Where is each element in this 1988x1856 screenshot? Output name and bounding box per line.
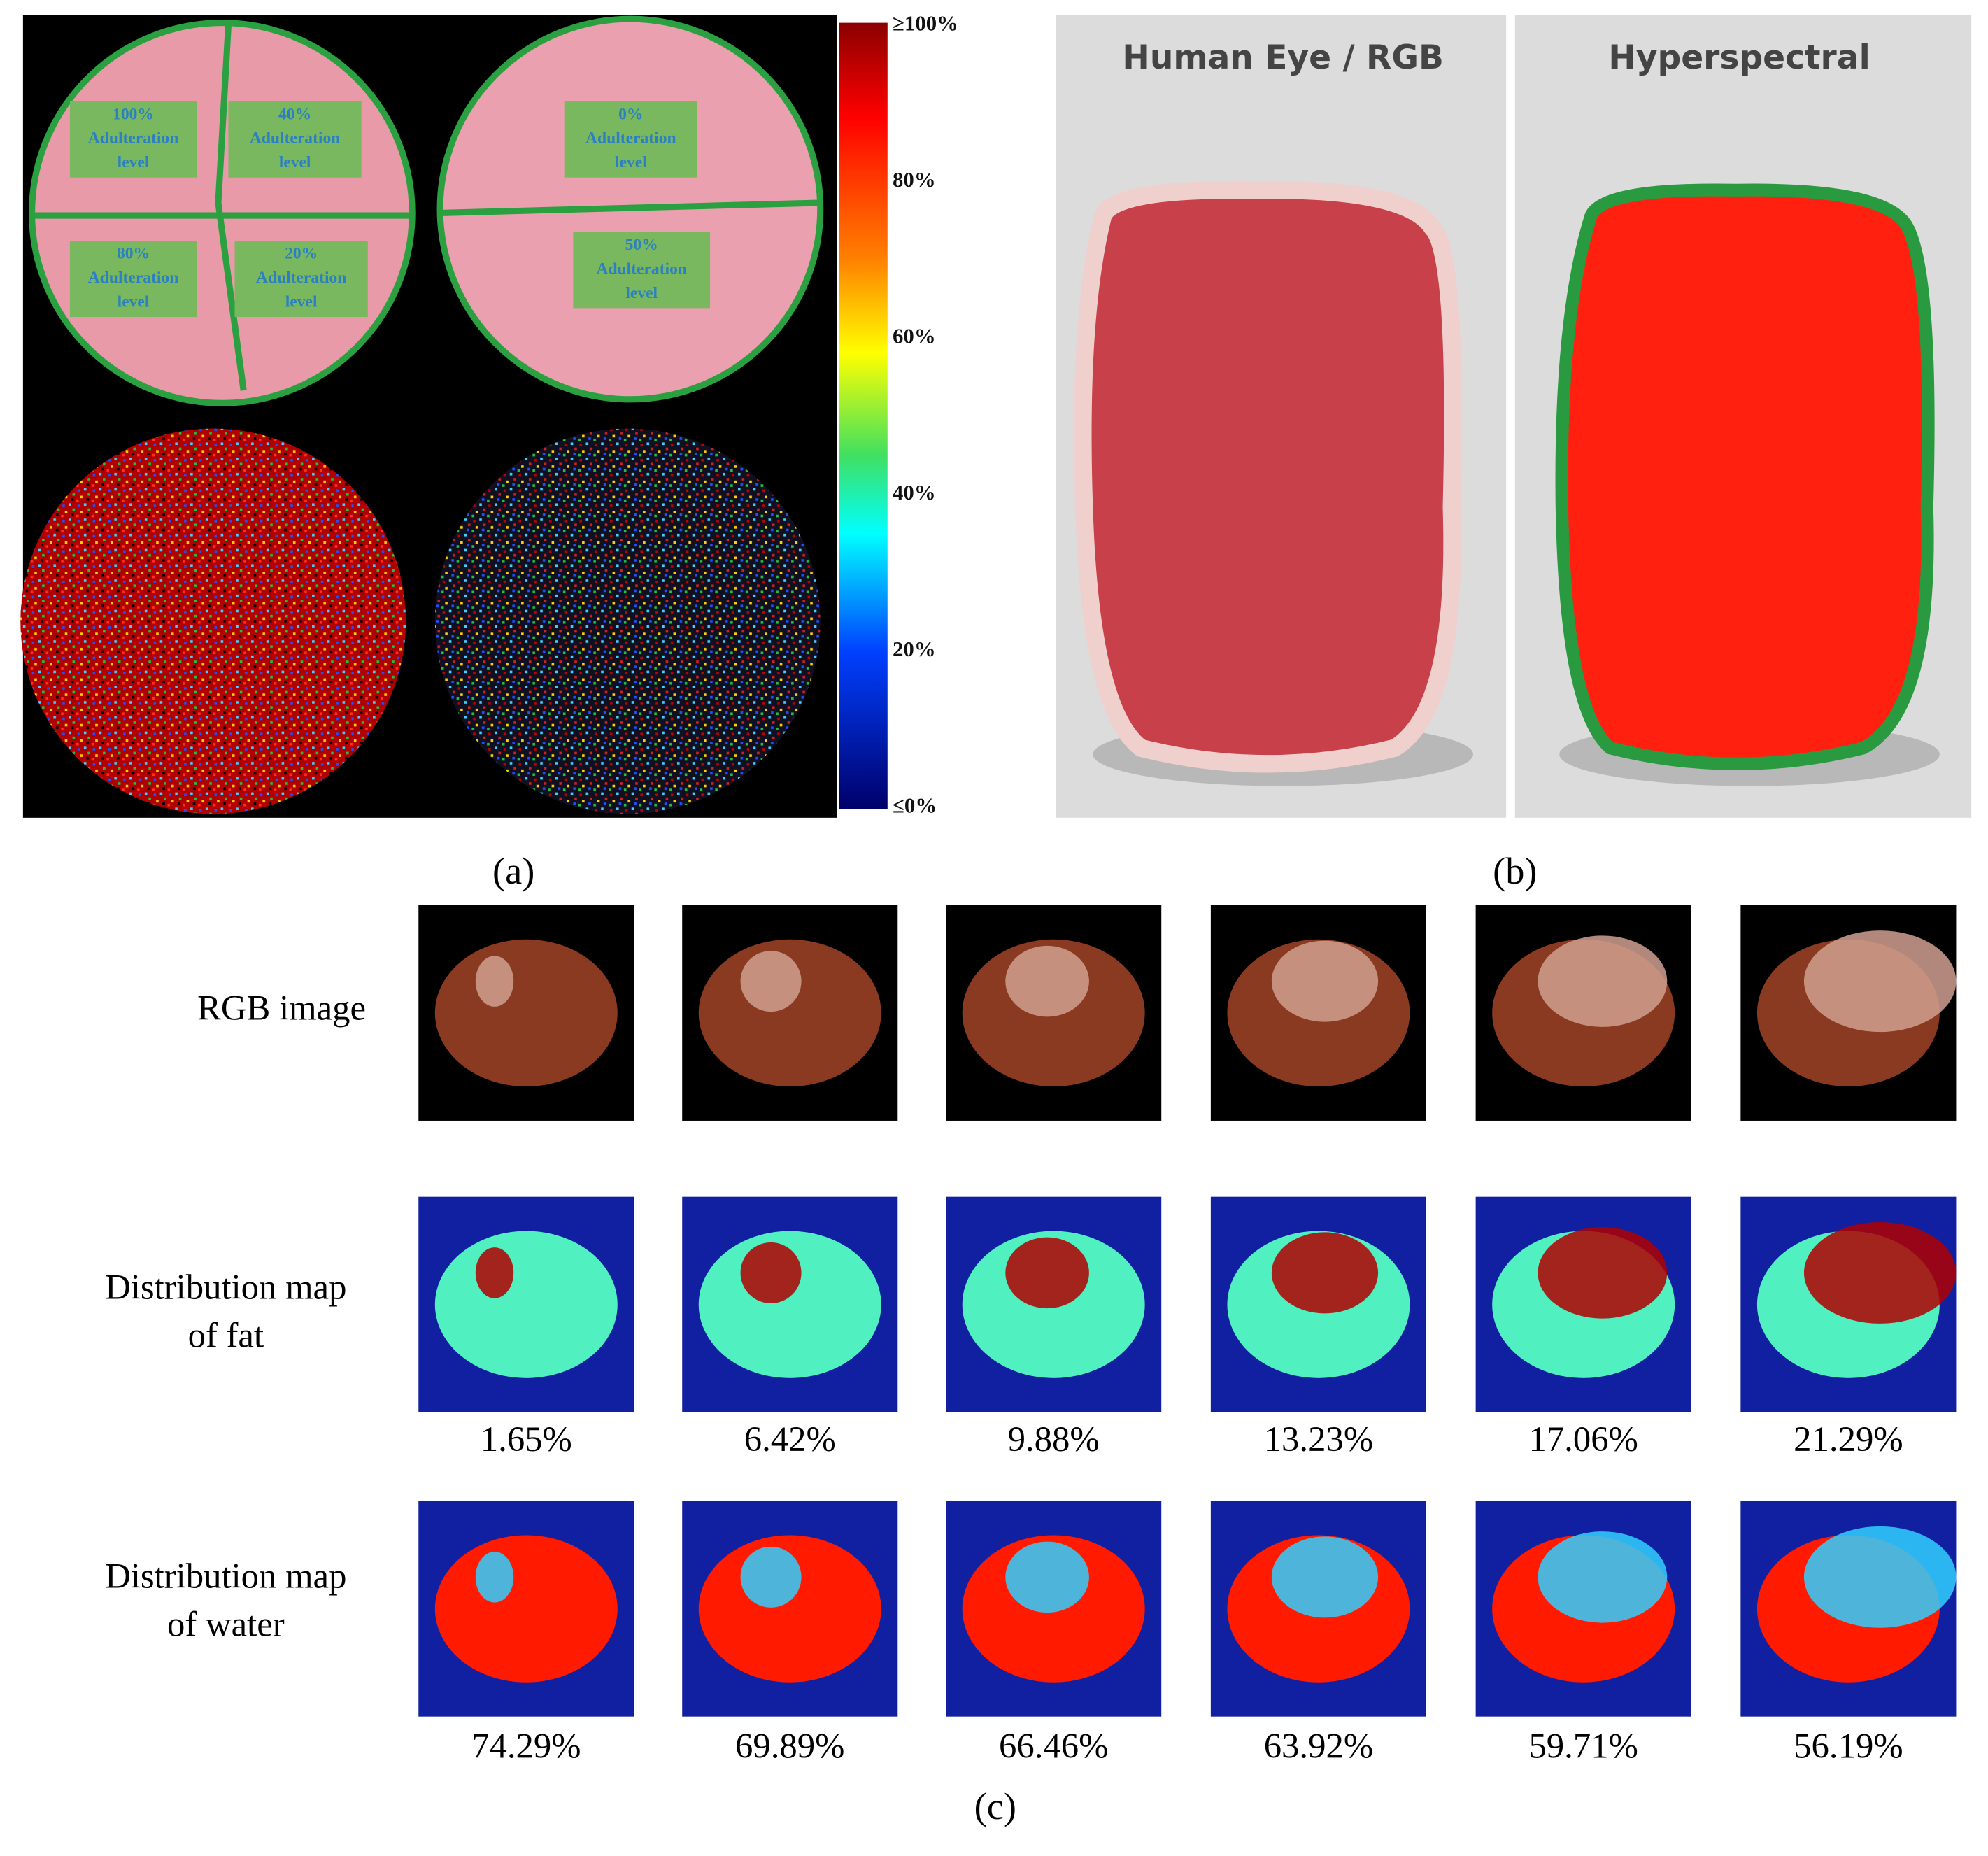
sample-label: 40%: [278, 105, 311, 123]
sample-label: level: [118, 293, 150, 311]
sample-region: [1005, 1237, 1089, 1309]
sample-label: Adulteration: [585, 129, 676, 148]
steak-hyperspectral: [1555, 183, 1935, 770]
row-label: of water: [167, 1604, 285, 1643]
water-value: 56.19%: [1794, 1726, 1903, 1765]
sample-label: 0%: [618, 105, 643, 123]
row-label: RGB image: [197, 989, 366, 1028]
water-value: 59.71%: [1528, 1726, 1638, 1765]
sample-region: [1538, 1227, 1668, 1319]
sample-label: level: [615, 153, 647, 171]
colorbar-tick-label: 20%: [893, 637, 936, 661]
water-value: 63.92%: [1264, 1726, 1373, 1765]
sample-region: [740, 1242, 802, 1303]
sample-region: [475, 1247, 514, 1298]
colorbar-tick-label: ≥100%: [893, 11, 958, 35]
sample-region: [1271, 1536, 1379, 1618]
sample-region: [740, 1546, 802, 1608]
sample-label: 100%: [113, 105, 154, 123]
water-value: 69.89%: [735, 1726, 844, 1765]
sample-label: level: [625, 284, 658, 302]
sample-region: [1271, 940, 1379, 1022]
row-label: Distribution map: [105, 1267, 346, 1306]
water-value: 66.46%: [999, 1726, 1108, 1765]
sample-label: 50%: [625, 236, 658, 254]
sample-label: Adulteration: [596, 260, 687, 278]
fat-value: 17.06%: [1528, 1419, 1638, 1459]
colorbar-tick-label: 40%: [893, 481, 936, 504]
fat-value: 13.23%: [1264, 1419, 1373, 1459]
sample-region: [1803, 1526, 1957, 1628]
sample-region: [1271, 1232, 1379, 1314]
sample-region: [1803, 930, 1957, 1033]
sample-label: Adulteration: [256, 269, 347, 287]
row-label: of fat: [188, 1315, 264, 1354]
sample-region: [1803, 1221, 1957, 1324]
label-box: [564, 101, 697, 178]
sample-region: [740, 951, 802, 1012]
sample-region: [475, 1552, 514, 1603]
sample-label: 20%: [285, 245, 318, 263]
sample-shape: [434, 939, 618, 1087]
fat-value: 1.65%: [481, 1419, 572, 1459]
fat-value: 21.29%: [1794, 1419, 1903, 1459]
steak-photo: [1074, 180, 1462, 773]
caption: (c): [974, 1785, 1016, 1827]
sample-shape: [434, 1231, 618, 1378]
sample-label: Adulteration: [250, 129, 341, 148]
panel-title: Hyperspectral: [1608, 38, 1870, 77]
label-box: [573, 232, 711, 309]
label-box: [234, 241, 368, 318]
sample-label: Adulteration: [88, 129, 179, 148]
sample-label: level: [118, 153, 150, 171]
colorbar: [839, 22, 888, 809]
sample-label: 80%: [117, 245, 150, 263]
caption: (b): [1493, 850, 1537, 892]
sample-label: Adulteration: [88, 269, 179, 287]
water-value: 74.29%: [471, 1726, 581, 1765]
divider: [439, 199, 821, 216]
sample-region: [475, 956, 514, 1007]
label-box: [69, 241, 197, 318]
label-box: [69, 101, 197, 178]
sample-region: [1538, 935, 1668, 1027]
caption: (a): [492, 850, 534, 892]
label-box: [228, 101, 362, 178]
fat-value: 6.42%: [744, 1419, 836, 1459]
colorbar-tick-label: ≤0%: [893, 793, 937, 817]
sample-label: level: [285, 293, 318, 311]
fat-value: 9.88%: [1008, 1419, 1100, 1459]
prediction-map: [434, 428, 821, 814]
sample-region: [1005, 1541, 1089, 1613]
divider: [31, 24, 413, 391]
row-label: Distribution map: [105, 1557, 346, 1596]
sample-region: [1538, 1531, 1668, 1623]
prediction-map: [20, 428, 406, 814]
colorbar-tick-label: 80%: [893, 168, 936, 192]
colorbar-tick-label: 60%: [893, 325, 936, 348]
panel-title: Human Eye / RGB: [1122, 38, 1443, 77]
sample-label: level: [279, 153, 311, 171]
sample-region: [1005, 945, 1089, 1017]
sample-shape: [434, 1535, 618, 1683]
